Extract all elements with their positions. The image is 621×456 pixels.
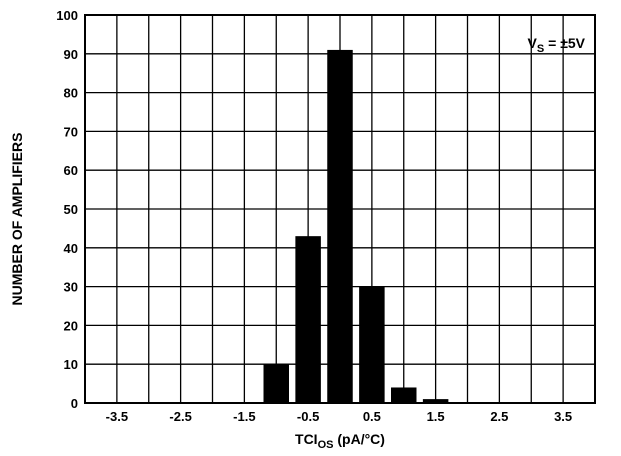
y-tick-label: 60 [64,163,78,178]
bar [263,364,289,403]
x-axis-label-rest: (pA/°C) [333,431,384,447]
y-tick-label: 90 [64,47,78,62]
annotation-rest: = ±5V [544,35,585,51]
y-tick-labels: 0 10 20 30 40 50 60 70 80 90 100 [56,8,78,411]
bar [359,286,385,403]
x-tick-label: 3.5 [554,409,572,424]
x-tick-label: 0.5 [363,409,381,424]
x-tick-label: 1.5 [427,409,445,424]
y-tick-label: 20 [64,318,78,333]
bar [422,399,449,403]
x-tick-label: -1.5 [233,409,255,424]
plot-frame [84,14,596,404]
x-axis-label-sub: OS [318,439,334,451]
bars [263,49,449,404]
annotation-main: V [528,35,538,51]
x-axis-label-main: TCI [295,431,318,447]
y-tick-label: 100 [56,8,78,23]
x-tick-labels: -3.5 -2.5 -1.5 -0.5 0.5 1.5 2.5 3.5 [106,409,572,424]
y-tick-label: 40 [64,241,78,256]
supply-voltage-annotation: VS = ±5V [528,35,586,55]
y-tick-label: 30 [64,280,78,295]
bar [391,387,417,403]
x-tick-label: 2.5 [490,409,508,424]
x-tick-label: -2.5 [169,409,191,424]
y-tick-label: 10 [64,357,78,372]
y-axis-label: NUMBER OF AMPLIFIERS [9,133,25,306]
y-tick-label: 50 [64,202,78,217]
annotation-sub: S [537,43,544,55]
x-axis-label: TCIOS (pA/°C) [295,431,385,451]
y-tick-label: 80 [64,86,78,101]
x-tick-label: -3.5 [106,409,128,424]
bar [327,49,353,404]
bar [295,236,321,403]
x-tick-label: -0.5 [297,409,319,424]
y-tick-label: 0 [71,396,78,411]
y-tick-label: 70 [64,124,78,139]
